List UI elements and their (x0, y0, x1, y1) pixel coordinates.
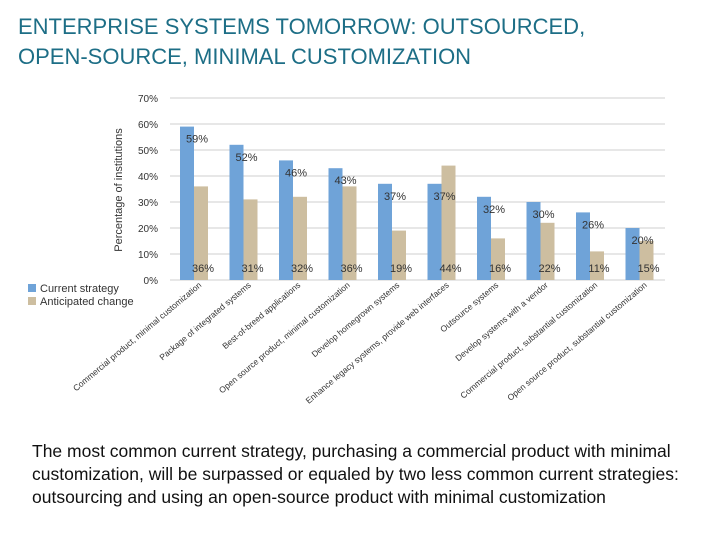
data-label-anticipated: 31% (241, 263, 263, 275)
bar-anticipated-change (441, 165, 456, 280)
data-label-anticipated: 19% (390, 263, 412, 275)
bar-anticipated-change (540, 222, 555, 280)
slide-title-line-1: ENTERPRISE SYSTEMS TOMORROW: OUTSOURCED, (18, 14, 586, 39)
bars (180, 126, 654, 280)
data-label-current: 26% (582, 219, 604, 231)
bar-current-strategy (526, 202, 541, 280)
y-tick-label: 0% (144, 276, 159, 287)
slide-title: ENTERPRISE SYSTEMS TOMORROW: OUTSOURCED,… (18, 12, 718, 72)
data-label-current: 37% (433, 191, 455, 203)
bar-chart: 0% 10% 20% 30% 40% 50% 60% 70% 59% 36% 52% 31% 46% 3… (28, 94, 665, 406)
y-axis-ticks: 0% 10% 20% 30% 40% 50% 60% 70% (138, 94, 158, 287)
bar-current-strategy (279, 160, 293, 280)
data-label-anticipated: 32% (291, 263, 313, 275)
bar-anticipated-change (392, 230, 406, 280)
bar-current-strategy (576, 212, 590, 280)
data-label-current: 52% (235, 152, 257, 164)
data-label-anticipated: 36% (192, 263, 214, 275)
slide-title-line-2: OPEN-SOURCE, MINIMAL CUSTOMIZATION (18, 44, 472, 69)
data-label-current: 46% (285, 167, 307, 179)
gridlines (170, 97, 665, 281)
y-tick-label: 10% (138, 250, 158, 261)
bar-anticipated-change (639, 241, 654, 280)
y-tick-label: 50% (138, 146, 158, 157)
slide-caption: The most common current strategy, purcha… (32, 441, 679, 507)
bar-anticipated-change (491, 238, 505, 280)
bar-current-strategy (625, 228, 640, 280)
data-label-current: 59% (186, 134, 208, 146)
bar-anticipated-change (293, 196, 307, 280)
bar-current-strategy (427, 183, 442, 280)
y-tick-label: 70% (138, 94, 158, 105)
data-label-anticipated: 44% (439, 263, 461, 275)
bar-anticipated-change (243, 199, 258, 280)
data-label-current: 20% (631, 235, 653, 247)
data-label-current: 37% (384, 191, 406, 203)
data-label-current: 30% (532, 209, 554, 221)
y-axis-label: Percentage of institutions (113, 128, 125, 252)
data-label-anticipated: 22% (538, 263, 560, 275)
legend-swatch (28, 297, 36, 305)
data-label-anticipated: 36% (340, 263, 362, 275)
legend-label: Anticipated change (40, 296, 134, 308)
data-labels: 59% 36% 52% 31% 46% 32% 43% 36% 37% 19% 37% 44% 32% 1… (186, 134, 660, 275)
data-label-current: 43% (334, 175, 356, 187)
data-label-anticipated: 16% (489, 263, 511, 275)
y-tick-label: 20% (138, 224, 158, 235)
data-label-anticipated: 11% (588, 263, 609, 275)
bar-current-strategy (378, 183, 392, 280)
y-tick-label: 30% (138, 198, 158, 209)
bar-current-strategy (477, 196, 491, 280)
y-tick-label: 60% (138, 120, 158, 131)
bar-anticipated-change (342, 186, 357, 280)
x-tick-label: Develop homegrown systems (309, 280, 401, 359)
bar-anticipated-change (590, 251, 604, 280)
y-tick-label: 40% (138, 172, 158, 183)
bar-current-strategy (328, 168, 343, 280)
legend-label: Current strategy (40, 283, 119, 295)
bar-anticipated-change (194, 186, 208, 280)
x-tick-label: Develop systems with a vendor (453, 280, 550, 363)
bar-current-strategy (229, 144, 244, 280)
x-tick-label: Package of integrated systems (157, 280, 252, 362)
data-label-anticipated: 15% (637, 263, 659, 275)
legend-swatch (28, 284, 36, 292)
data-label-current: 32% (483, 204, 505, 216)
bar-current-strategy (180, 126, 194, 280)
x-axis-tick-labels: Commercial product, minimal customizatio… (71, 280, 649, 406)
